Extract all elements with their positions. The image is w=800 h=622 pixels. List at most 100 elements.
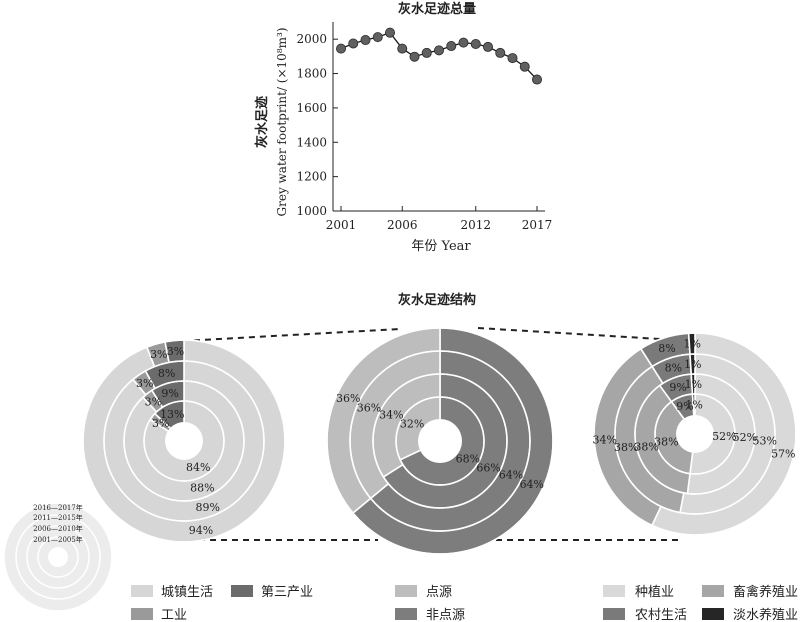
legend-label-tertiary: 第三产业 <box>261 585 313 600</box>
ring-border-structure-b-3 <box>395 396 485 486</box>
label-structure-b-ring0-0: 36% <box>336 392 360 405</box>
y-axis-label-cn: 灰水足迹 <box>254 96 270 148</box>
legend-label-industry: 工业 <box>161 608 187 622</box>
label-structure-b-ring1-1: 64% <box>499 468 523 481</box>
label-structure-c-ring1-3: 1% <box>684 358 701 371</box>
data-point-2012 <box>470 38 481 49</box>
label-structure-c-ring2-3: 1% <box>685 378 702 391</box>
y-tick-label-5: 2000 <box>296 32 327 46</box>
y-tick-label-2: 1400 <box>296 135 327 149</box>
label-structure-b-ring3-1: 68% <box>456 453 480 466</box>
legend-label-point-source: 点源 <box>426 585 452 600</box>
x-tick-label-3: 2017 <box>522 218 553 232</box>
tick-layer: 1000 1200 1400 1600 1800 2000 2001 2006 2012 2017 <box>296 32 552 232</box>
legend: 城镇生活 第三产业 工业 点源 非点源 种植业 畜禽养殖业 农村生活 淡水养殖业 <box>131 584 798 622</box>
line-axes <box>332 22 545 212</box>
label-structure-a-ring3-2: 13% <box>160 408 184 421</box>
legend-swatch-rural-life <box>603 608 625 620</box>
x-tick-label-0: 2001 <box>326 218 357 232</box>
legend-label-livestock: 畜禽养殖业 <box>733 584 798 600</box>
legend-swatch-aquaculture <box>702 608 724 620</box>
donut-structure-c: 57%34%8% 1%53%38%8% 1%52%38%9%1%52%38%9%1% <box>592 332 797 536</box>
label-structure-a-ring1-1: 3% <box>136 377 153 390</box>
data-point-2017 <box>532 74 543 85</box>
legend-label-urban: 城镇生活 <box>161 585 213 600</box>
ring-key-label-1: 2016—2017年 <box>33 503 83 512</box>
label-structure-c-ring3-1: 38% <box>654 435 678 448</box>
ring-key: 2016—2017年 2011—2015年 2006—2010年 2001—20… <box>3 502 113 612</box>
x-tick-label-2: 2012 <box>460 218 491 232</box>
label-structure-b-ring1-0: 36% <box>357 402 381 415</box>
x-axis-label: 年份 Year <box>411 239 471 254</box>
label-structure-c-ring0-1: 34% <box>592 434 616 447</box>
ring-border-structure-a-0 <box>82 339 286 543</box>
label-structure-c-ring0-0: 57% <box>771 448 795 461</box>
legend-swatch-industry <box>131 608 153 620</box>
data-point-2005 <box>384 27 395 38</box>
data-point-2015 <box>507 53 518 64</box>
label-structure-c-ring1-0: 53% <box>752 435 776 448</box>
label-structure-a-ring0-2: 3% <box>167 345 184 358</box>
legend-swatch-nonpoint-source <box>395 608 417 620</box>
label-structure-c-ring2-0: 52% <box>733 431 757 444</box>
data-point-2003 <box>360 35 371 46</box>
label-structure-c-ring3-3: 1% <box>685 399 702 412</box>
donut-charts: 94%3% 3%89%3%8%88%3%9%84%3%13%64%36%64%36… <box>82 327 797 555</box>
label-structure-a-ring2-1: 3% <box>145 396 162 409</box>
data-point-2004 <box>372 32 383 43</box>
line-series <box>335 27 543 85</box>
donut-hole-structure-a <box>165 422 203 460</box>
label-structure-c-ring0-2: 8% <box>658 342 675 355</box>
label-structure-c-ring2-2: 9% <box>669 381 686 394</box>
label-structure-b-ring0-1: 64% <box>520 478 544 491</box>
line-chart: 灰水足迹总量 灰水足迹 Grey water footprint/ (×10⁸m… <box>254 1 552 254</box>
connector-top-right <box>477 327 694 342</box>
label-structure-c-ring1-1: 38% <box>614 441 638 454</box>
ring-border-structure-c-3 <box>654 393 736 475</box>
ring-border-structure-b-0 <box>326 327 554 555</box>
donut-structure-a: 94%3% 3%89%3%8%88%3%9%84%3%13% <box>82 339 286 543</box>
label-structure-b-ring2-1: 66% <box>476 462 500 475</box>
ring-border-structure-a-2 <box>123 380 245 502</box>
label-structure-c-ring3-0: 52% <box>712 430 736 443</box>
ring-key-hole <box>48 547 68 567</box>
legend-label-aquaculture: 淡水养殖业 <box>733 607 798 622</box>
legend-swatch-livestock <box>702 585 724 597</box>
y-tick-label-1: 1200 <box>296 170 327 184</box>
structure-title: 灰水足迹结构 <box>398 292 476 308</box>
ring-border-structure-c-2 <box>634 373 756 495</box>
label-structure-a-ring3-0: 84% <box>186 461 210 474</box>
data-point-2013 <box>482 41 493 52</box>
legend-swatch-urban <box>131 585 153 597</box>
label-structure-c-ring3-2: 9% <box>676 400 693 413</box>
y-tick-label-0: 1000 <box>296 204 327 218</box>
label-structure-a-ring3-1: 3% <box>152 417 169 430</box>
ring-border-structure-c-0 <box>593 332 797 536</box>
data-point-2014 <box>495 47 506 58</box>
ring-border-structure-b-2 <box>372 373 508 509</box>
ring-border-structure-a-1 <box>103 360 265 522</box>
data-point-2007 <box>409 51 420 62</box>
donut-hole-structure-b <box>418 419 462 463</box>
donut-structure-b: 64% 36% 64% 36% 66% 34% 68% 32% <box>326 327 554 555</box>
donut-hole-structure-c <box>676 415 714 453</box>
y-axis-label-en: Grey water footprint/ (×10⁸m³) <box>275 28 289 217</box>
data-point-2009 <box>433 45 444 56</box>
ring-key-label-2: 2011—2015年 <box>33 513 83 522</box>
label-structure-a-ring2-0: 88% <box>190 482 214 495</box>
legend-swatch-tertiary <box>231 585 253 597</box>
line-chart-title: 灰水足迹总量 <box>398 1 476 17</box>
label-structure-a-ring2-2: 9% <box>161 387 178 400</box>
x-tick-label-1: 2006 <box>387 218 418 232</box>
label-structure-b-ring2-0: 34% <box>379 408 403 421</box>
data-point-2008 <box>421 47 432 58</box>
label-structure-b-ring3-0: 32% <box>400 417 424 430</box>
y-tick-label-4: 1800 <box>296 67 327 81</box>
legend-label-planting: 种植业 <box>635 585 674 600</box>
label-structure-c-ring2-1: 38% <box>634 440 658 453</box>
ring-border-structure-b-1 <box>349 350 531 532</box>
data-point-2001 <box>335 43 346 54</box>
data-point-2002 <box>348 38 359 49</box>
data-point-2006 <box>397 43 408 54</box>
